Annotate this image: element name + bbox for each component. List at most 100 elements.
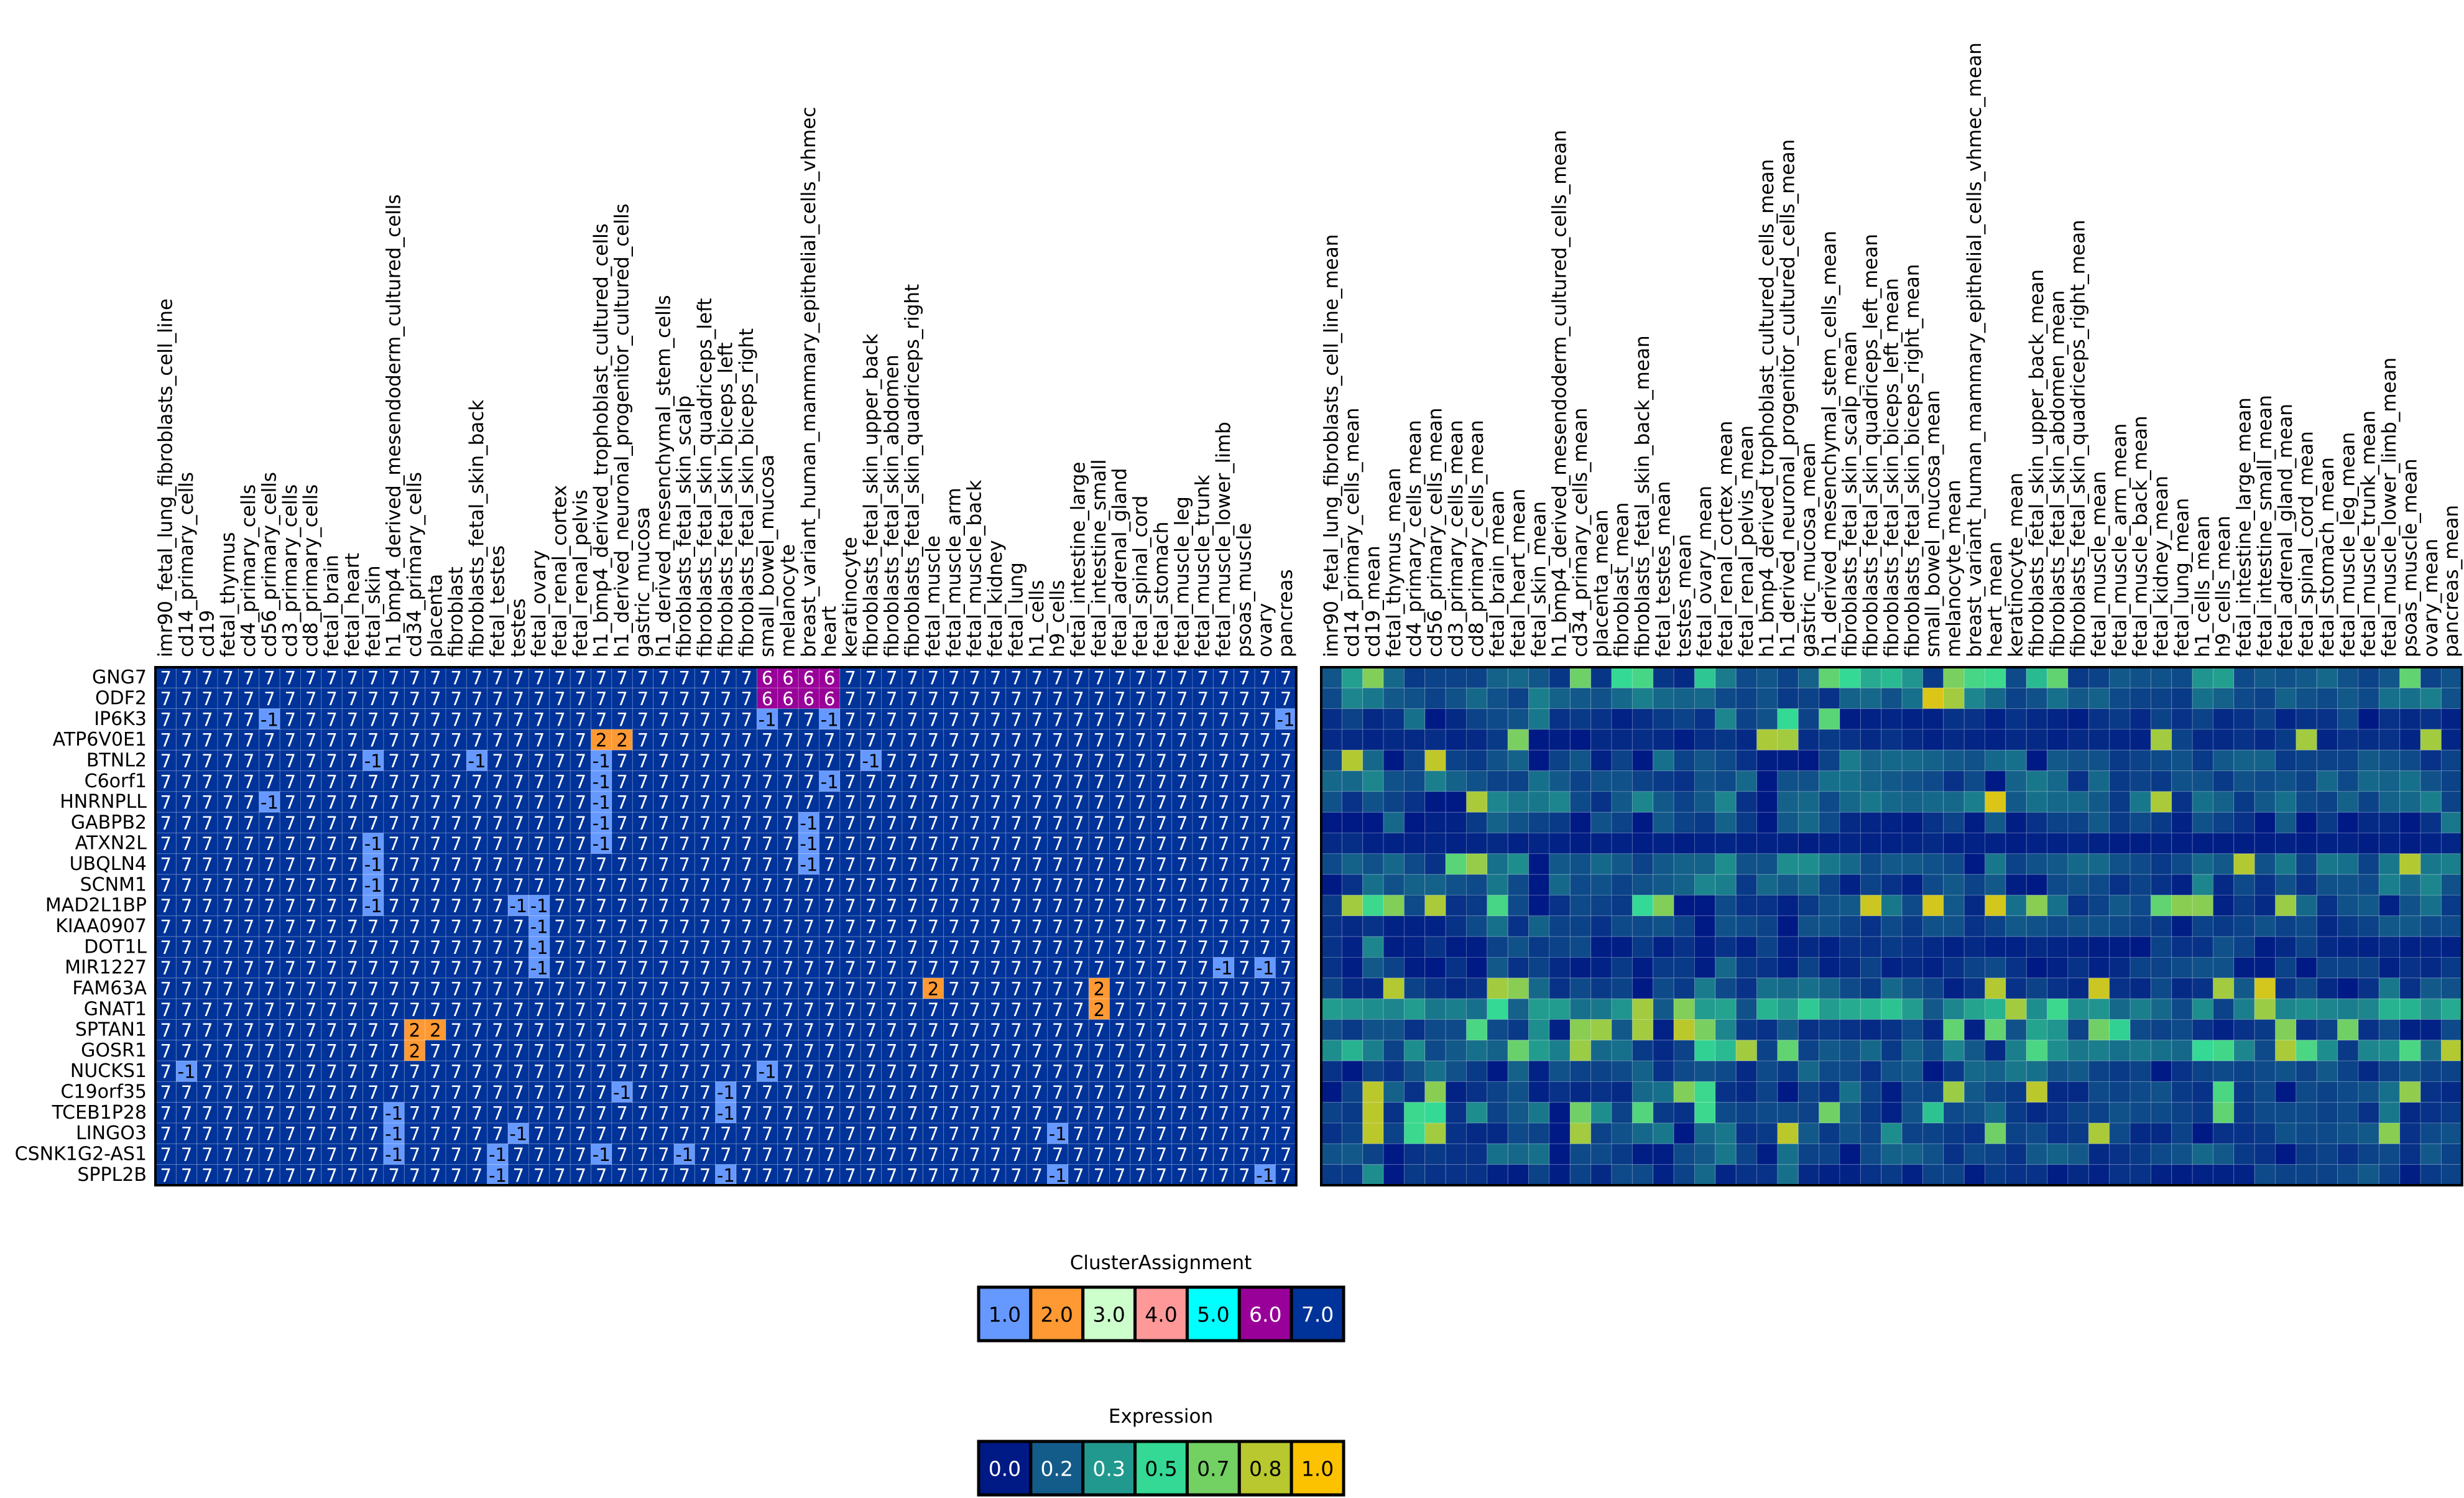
- cell-value-label: 7: [1156, 792, 1167, 813]
- heatmap-cell: [1362, 1060, 1384, 1082]
- cell-value-label: 7: [223, 771, 234, 792]
- heatmap-cell: [2358, 833, 2379, 854]
- heatmap-cell: [1466, 895, 1488, 917]
- cell-value-label: 7: [513, 1040, 524, 1061]
- heatmap-cell: [2171, 895, 2193, 917]
- heatmap-cell: [175, 729, 198, 751]
- cell-value-label: 7: [1094, 771, 1105, 792]
- heatmap-cell: [1487, 1081, 1508, 1103]
- heatmap-cell: [2067, 895, 2089, 917]
- cell-value-label: 7: [741, 1124, 752, 1145]
- cell-value-label: 7: [824, 978, 835, 999]
- cell-value-label: 7: [844, 771, 856, 792]
- heatmap-cell: [2296, 853, 2317, 875]
- heatmap-cell: [570, 687, 592, 710]
- cell-value-label: 7: [1031, 978, 1043, 999]
- cell-value-label: 7: [409, 668, 420, 689]
- cell-value-label: 7: [990, 833, 1001, 854]
- heatmap-cell: [1943, 978, 1965, 999]
- cell-value-label: 7: [533, 999, 545, 1020]
- cell-value-label: 2: [409, 1020, 420, 1041]
- cell-value-label: 7: [264, 1103, 275, 1124]
- cell-value-label: 7: [1218, 999, 1229, 1020]
- heatmap-cell: [2067, 1019, 2089, 1041]
- cell-value-label: 7: [305, 917, 316, 938]
- cell-value-label: 7: [1094, 688, 1105, 710]
- column-label: fetal_renal_pelvis_mean: [1735, 425, 1758, 657]
- cell-value-label: 7: [1010, 833, 1022, 854]
- heatmap-cell: [2358, 749, 2379, 772]
- cell-value-label: 7: [658, 771, 669, 792]
- heatmap-cell: [1653, 1122, 1674, 1144]
- cell-value-label: 7: [1197, 978, 1208, 999]
- cell-value-label: 7: [554, 1103, 565, 1124]
- heatmap-cell: [1321, 936, 1342, 958]
- cell-value-label: 7: [948, 730, 959, 751]
- heatmap-cell: [1321, 1102, 1342, 1124]
- heatmap-cell: [2129, 1122, 2151, 1144]
- cell-value-label: 7: [616, 751, 627, 772]
- heatmap-cell: [2212, 1102, 2235, 1124]
- heatmap-cell: [1694, 853, 1716, 875]
- cell-value-label: 7: [1218, 1020, 1229, 1041]
- cell-value-label: 7: [907, 1124, 918, 1145]
- cell-value-label: 7: [699, 958, 711, 979]
- cell-value-label: 7: [409, 1061, 420, 1083]
- heatmap-cell: [1341, 1143, 1364, 1165]
- cell-value-label: 7: [1073, 792, 1084, 813]
- cell-value-label: 7: [865, 1061, 877, 1083]
- cell-value-label: 7: [782, 792, 793, 813]
- heatmap-cell: [1321, 1040, 1342, 1061]
- heatmap-cell: [1797, 1019, 1820, 1041]
- heatmap-cell: [2337, 936, 2359, 958]
- cell-value-label: 7: [1156, 771, 1167, 792]
- cell-value-label: 7: [1156, 833, 1167, 854]
- cell-value-label: 7: [223, 688, 234, 710]
- heatmap-cell: [902, 687, 923, 710]
- cell-value-label: 7: [616, 999, 627, 1020]
- heatmap-cell: [1673, 853, 1695, 875]
- cell-value-label: 7: [596, 688, 607, 710]
- heatmap-cell: [1797, 1143, 1820, 1165]
- heatmap-cell: [2337, 915, 2359, 937]
- heatmap-cell: [2150, 1102, 2172, 1124]
- cell-value-label: 7: [741, 999, 752, 1020]
- heatmap-cell: [2088, 978, 2110, 999]
- cell-value-label: 7: [471, 688, 482, 710]
- heatmap-cell: [1424, 708, 1446, 730]
- heatmap-cell: [2192, 1164, 2213, 1186]
- heatmap-cell: [2047, 1060, 2069, 1082]
- cell-value-label: 7: [1260, 792, 1271, 813]
- heatmap-cell: [1694, 749, 1716, 772]
- column-label: small_bowel_mucosa_mean: [1922, 390, 1944, 657]
- heatmap-cell: [2378, 729, 2401, 751]
- heatmap-cell: [2296, 895, 2317, 917]
- heatmap-cell: [1901, 833, 1923, 854]
- cell-value-label: 7: [450, 1165, 461, 1186]
- heatmap-cell: [2088, 770, 2110, 792]
- cell-value-label: 7: [969, 1103, 980, 1124]
- cell-value-label: -1: [489, 1144, 507, 1165]
- heatmap-cell: [1466, 749, 1488, 772]
- cell-value-label: 7: [181, 958, 192, 979]
- cell-value-label: 7: [1073, 813, 1084, 834]
- cell-value-label: 7: [388, 771, 399, 792]
- cell-value-label: 7: [1218, 875, 1229, 896]
- heatmap-cell: [1403, 1040, 1426, 1061]
- heatmap-cell: [1715, 1122, 1737, 1144]
- heatmap-cell: [1403, 1019, 1426, 1041]
- heatmap-cell: [1797, 811, 1820, 834]
- cell-value-label: 7: [223, 792, 234, 813]
- heatmap-cell: [2150, 667, 2172, 688]
- heatmap-cell: [1611, 978, 1633, 999]
- heatmap-cell: [1321, 956, 1342, 979]
- cell-value-label: 7: [388, 978, 399, 999]
- heatmap-cell: [1819, 833, 1840, 854]
- cell-value-label: 7: [367, 688, 379, 710]
- heatmap-cell: [2254, 1040, 2276, 1061]
- heatmap-cell: [2337, 1019, 2359, 1041]
- cell-value-label: 7: [1239, 875, 1250, 896]
- heatmap-cell: [1569, 1102, 1592, 1124]
- cell-value-label: 7: [1280, 1103, 1291, 1124]
